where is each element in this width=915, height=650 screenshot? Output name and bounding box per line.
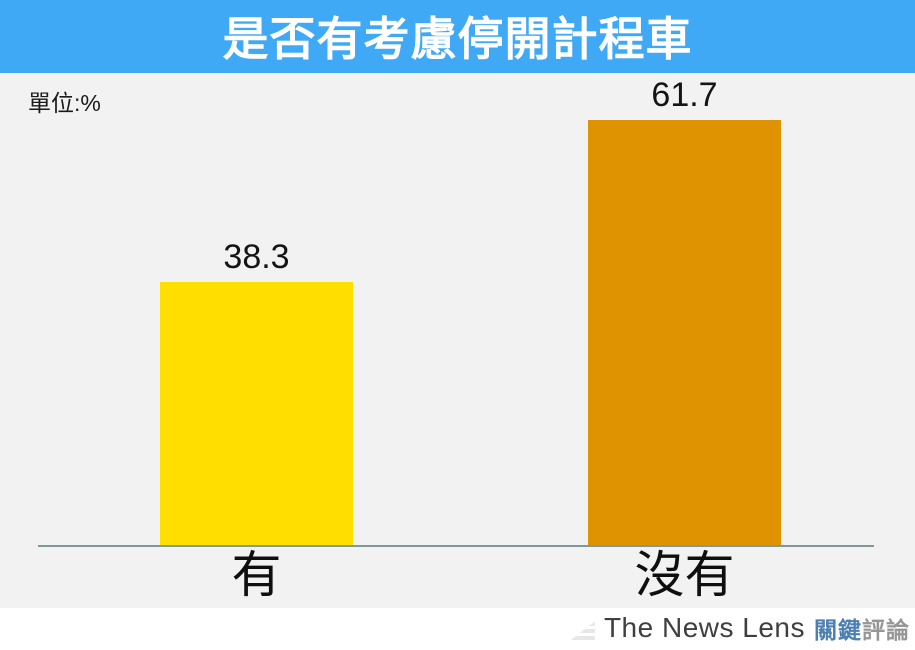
x-axis-line [38, 545, 874, 547]
brand-logo: The News Lens 關鍵評論 [569, 610, 910, 646]
brand-name-zh-secondary: 評論 [862, 617, 910, 643]
unit-label: 單位:% [28, 90, 101, 116]
bar-no [588, 120, 781, 546]
brand-name-en: The News Lens [603, 612, 805, 643]
page-title: 是否有考慮停開計程車 [222, 12, 693, 65]
bar-yes [160, 282, 353, 546]
bar-value-label-no: 61.7 [651, 76, 718, 114]
category-label-no: 沒有 [634, 547, 735, 603]
brand-name-zh: 關鍵評論 [814, 611, 910, 645]
brand-name-zh-primary: 關鍵 [814, 617, 862, 643]
bar-value-label-yes: 38.3 [223, 238, 290, 276]
category-label-yes: 有 [231, 547, 282, 603]
title-banner: 是否有考慮停開計程車 [0, 0, 915, 73]
brand-triangle-icon [569, 621, 595, 641]
